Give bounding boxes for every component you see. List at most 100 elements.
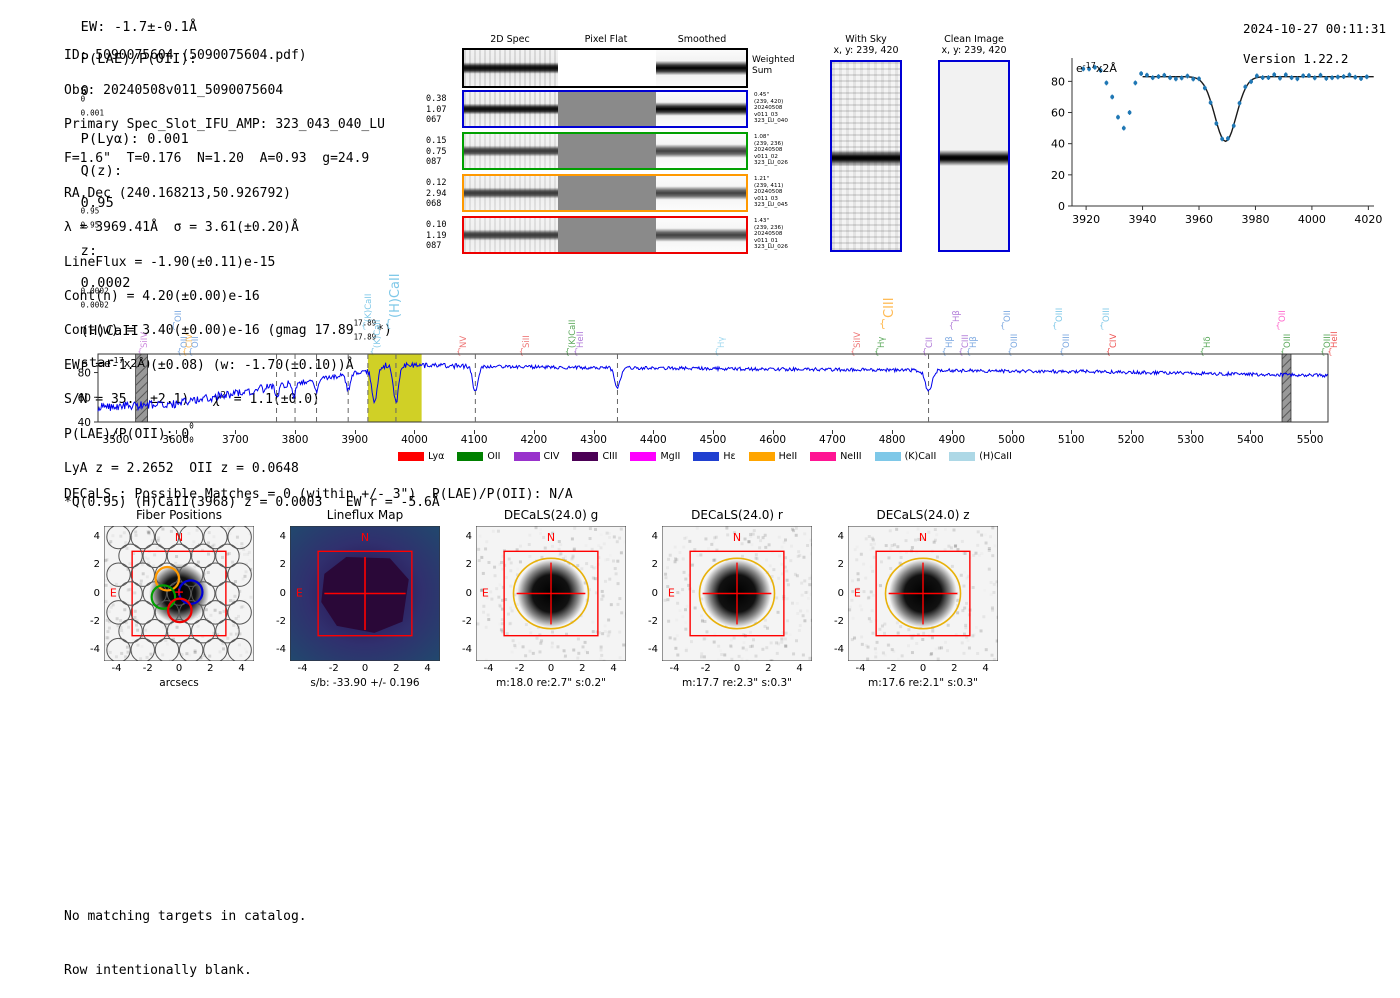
decals-xtick: 0 bbox=[353, 663, 377, 674]
decals-xtick: 4 bbox=[974, 663, 998, 674]
decals-ytick: -2 bbox=[824, 616, 844, 627]
compass-east: E bbox=[854, 586, 861, 599]
fiber-row bbox=[462, 132, 748, 170]
spectrum-xtick-label: 3700 bbox=[213, 434, 257, 446]
fiber-pixelflat bbox=[558, 134, 656, 168]
footer-note: No matching targets in catalog. Row inte… bbox=[64, 872, 307, 998]
cutout-trace bbox=[832, 150, 900, 166]
decals-xtick: -2 bbox=[508, 663, 532, 674]
decals-panel-caption: m:17.7 re:2.3" s:0.3" bbox=[638, 677, 836, 689]
decals-xtick: 2 bbox=[756, 663, 780, 674]
weighted-sum-row bbox=[462, 48, 748, 88]
spectrum-flux-note: e-17x2Å bbox=[104, 356, 145, 370]
line-label-brace: { bbox=[949, 321, 954, 330]
emission-line-label: (H)CaII bbox=[388, 273, 403, 318]
line-label-brace: { bbox=[385, 317, 392, 330]
decals-panel-fibers[interactable]: NE bbox=[104, 526, 254, 661]
legend-label: Lyα bbox=[428, 451, 444, 462]
fiber-2dspec bbox=[464, 218, 558, 252]
decals-ytick: 2 bbox=[266, 559, 286, 570]
legend-label: NeIII bbox=[840, 451, 861, 462]
decals-ytick: 4 bbox=[824, 531, 844, 542]
col-title-2dspec: 2D Spec bbox=[462, 34, 558, 45]
spectrum-xtick-label: 4600 bbox=[751, 434, 795, 446]
decals-panel-image[interactable]: NE bbox=[662, 526, 812, 661]
decals-ytick: 2 bbox=[80, 559, 100, 570]
legend-label: OII bbox=[487, 451, 500, 462]
emission-line-label: SiIV bbox=[853, 332, 863, 348]
fiber-row bbox=[462, 174, 748, 212]
emission-line-label: OIII bbox=[1062, 334, 1072, 348]
fiber-value: 2.94 bbox=[426, 189, 446, 200]
legend-swatch bbox=[810, 452, 836, 461]
weighted-sum-label: Weighted Sum bbox=[752, 55, 795, 77]
line-label-brace: { bbox=[1052, 321, 1057, 330]
decals-xtick: 4 bbox=[602, 663, 626, 674]
legend-swatch bbox=[514, 452, 540, 461]
legend-swatch bbox=[457, 452, 483, 461]
compass-east: E bbox=[482, 586, 489, 599]
spectrum-xtick-label: 3600 bbox=[154, 434, 198, 446]
legend-item: (H)CaII bbox=[949, 448, 1012, 464]
emission-line-label: OIII bbox=[1102, 308, 1112, 322]
fiber-meta: 0.45" (239, 420) 20240508 v011_03 323_LU… bbox=[754, 92, 788, 125]
decals-panel-image[interactable]: NE bbox=[476, 526, 626, 661]
decals-panel-title: Lineflux Map bbox=[270, 508, 460, 522]
linefit-ytick: 40 bbox=[1051, 138, 1065, 151]
decals-ytick: 0 bbox=[266, 588, 286, 599]
compass-north: N bbox=[361, 531, 369, 544]
legend-swatch bbox=[749, 452, 775, 461]
decals-panel-image[interactable]: NE bbox=[848, 526, 998, 661]
decals-panel-lineflux[interactable]: NE bbox=[290, 526, 440, 661]
decals-xtick: -4 bbox=[477, 663, 501, 674]
fiber-value: 0.38 bbox=[426, 94, 446, 105]
legend-item: OII bbox=[457, 448, 500, 464]
decals-xtick: 4 bbox=[230, 663, 254, 674]
line-label-brace: { bbox=[171, 321, 176, 330]
timestamp: 2024-10-27 00:11:31 bbox=[1243, 21, 1386, 36]
spectrum-xtick-label: 4800 bbox=[870, 434, 914, 446]
legend-item: HeII bbox=[749, 448, 798, 464]
linefit-ytick: 20 bbox=[1051, 169, 1065, 182]
fiber-value: 0.10 bbox=[426, 220, 446, 231]
spectrum-xtick-label: 4700 bbox=[810, 434, 854, 446]
decals-ytick: -2 bbox=[638, 616, 658, 627]
cutout-subtitle: x, y: 239, 420 bbox=[818, 45, 914, 56]
legend-label: MgII bbox=[660, 451, 680, 462]
decals-xtick: 2 bbox=[570, 663, 594, 674]
footer-line-1: No matching targets in catalog. bbox=[64, 908, 307, 926]
spectrum-xtick-label: 5300 bbox=[1169, 434, 1213, 446]
decals-ytick: -4 bbox=[266, 644, 286, 655]
fiber-value: 067 bbox=[426, 115, 446, 126]
decals-ytick: 0 bbox=[452, 588, 472, 599]
line-label-brace: { bbox=[1275, 321, 1280, 330]
cutout-title: Clean Image bbox=[926, 34, 1022, 45]
decals-ytick: -4 bbox=[80, 644, 100, 655]
linefit-ytick: 0 bbox=[1058, 200, 1065, 213]
spectrum-xtick-label: 4900 bbox=[930, 434, 974, 446]
decals-xtick: 2 bbox=[384, 663, 408, 674]
legend-label: (K)CaII bbox=[905, 451, 937, 462]
info-id: ID: 5090075604 (5090075604.pdf) bbox=[64, 47, 440, 64]
decals-xtick: 2 bbox=[942, 663, 966, 674]
decals-xtick: 0 bbox=[167, 663, 191, 674]
fiber-meta: 1.08" (239, 236) 20240508 v011_02 323_LU… bbox=[754, 134, 788, 167]
spectrum-xtick-label: 3500 bbox=[94, 434, 138, 446]
decals-ytick: 0 bbox=[824, 588, 844, 599]
spectrum-ytick: 60 bbox=[78, 392, 91, 404]
fiber-value: 0.12 bbox=[426, 178, 446, 189]
line-label-brace: { bbox=[1000, 321, 1005, 330]
fiber-smoothed bbox=[656, 134, 746, 168]
decals-xtick: -4 bbox=[291, 663, 315, 674]
legend-label: Hε bbox=[723, 451, 735, 462]
fiber-row bbox=[462, 216, 748, 254]
spectrum-ytick: 80 bbox=[78, 368, 91, 380]
decals-ytick: 0 bbox=[638, 588, 658, 599]
legend-item: Hε bbox=[693, 448, 735, 464]
linefit-xtick: 3940 bbox=[1129, 213, 1157, 226]
info-primary-spec: Primary Spec_Slot_IFU_AMP: 323_043_040_L… bbox=[64, 116, 440, 133]
